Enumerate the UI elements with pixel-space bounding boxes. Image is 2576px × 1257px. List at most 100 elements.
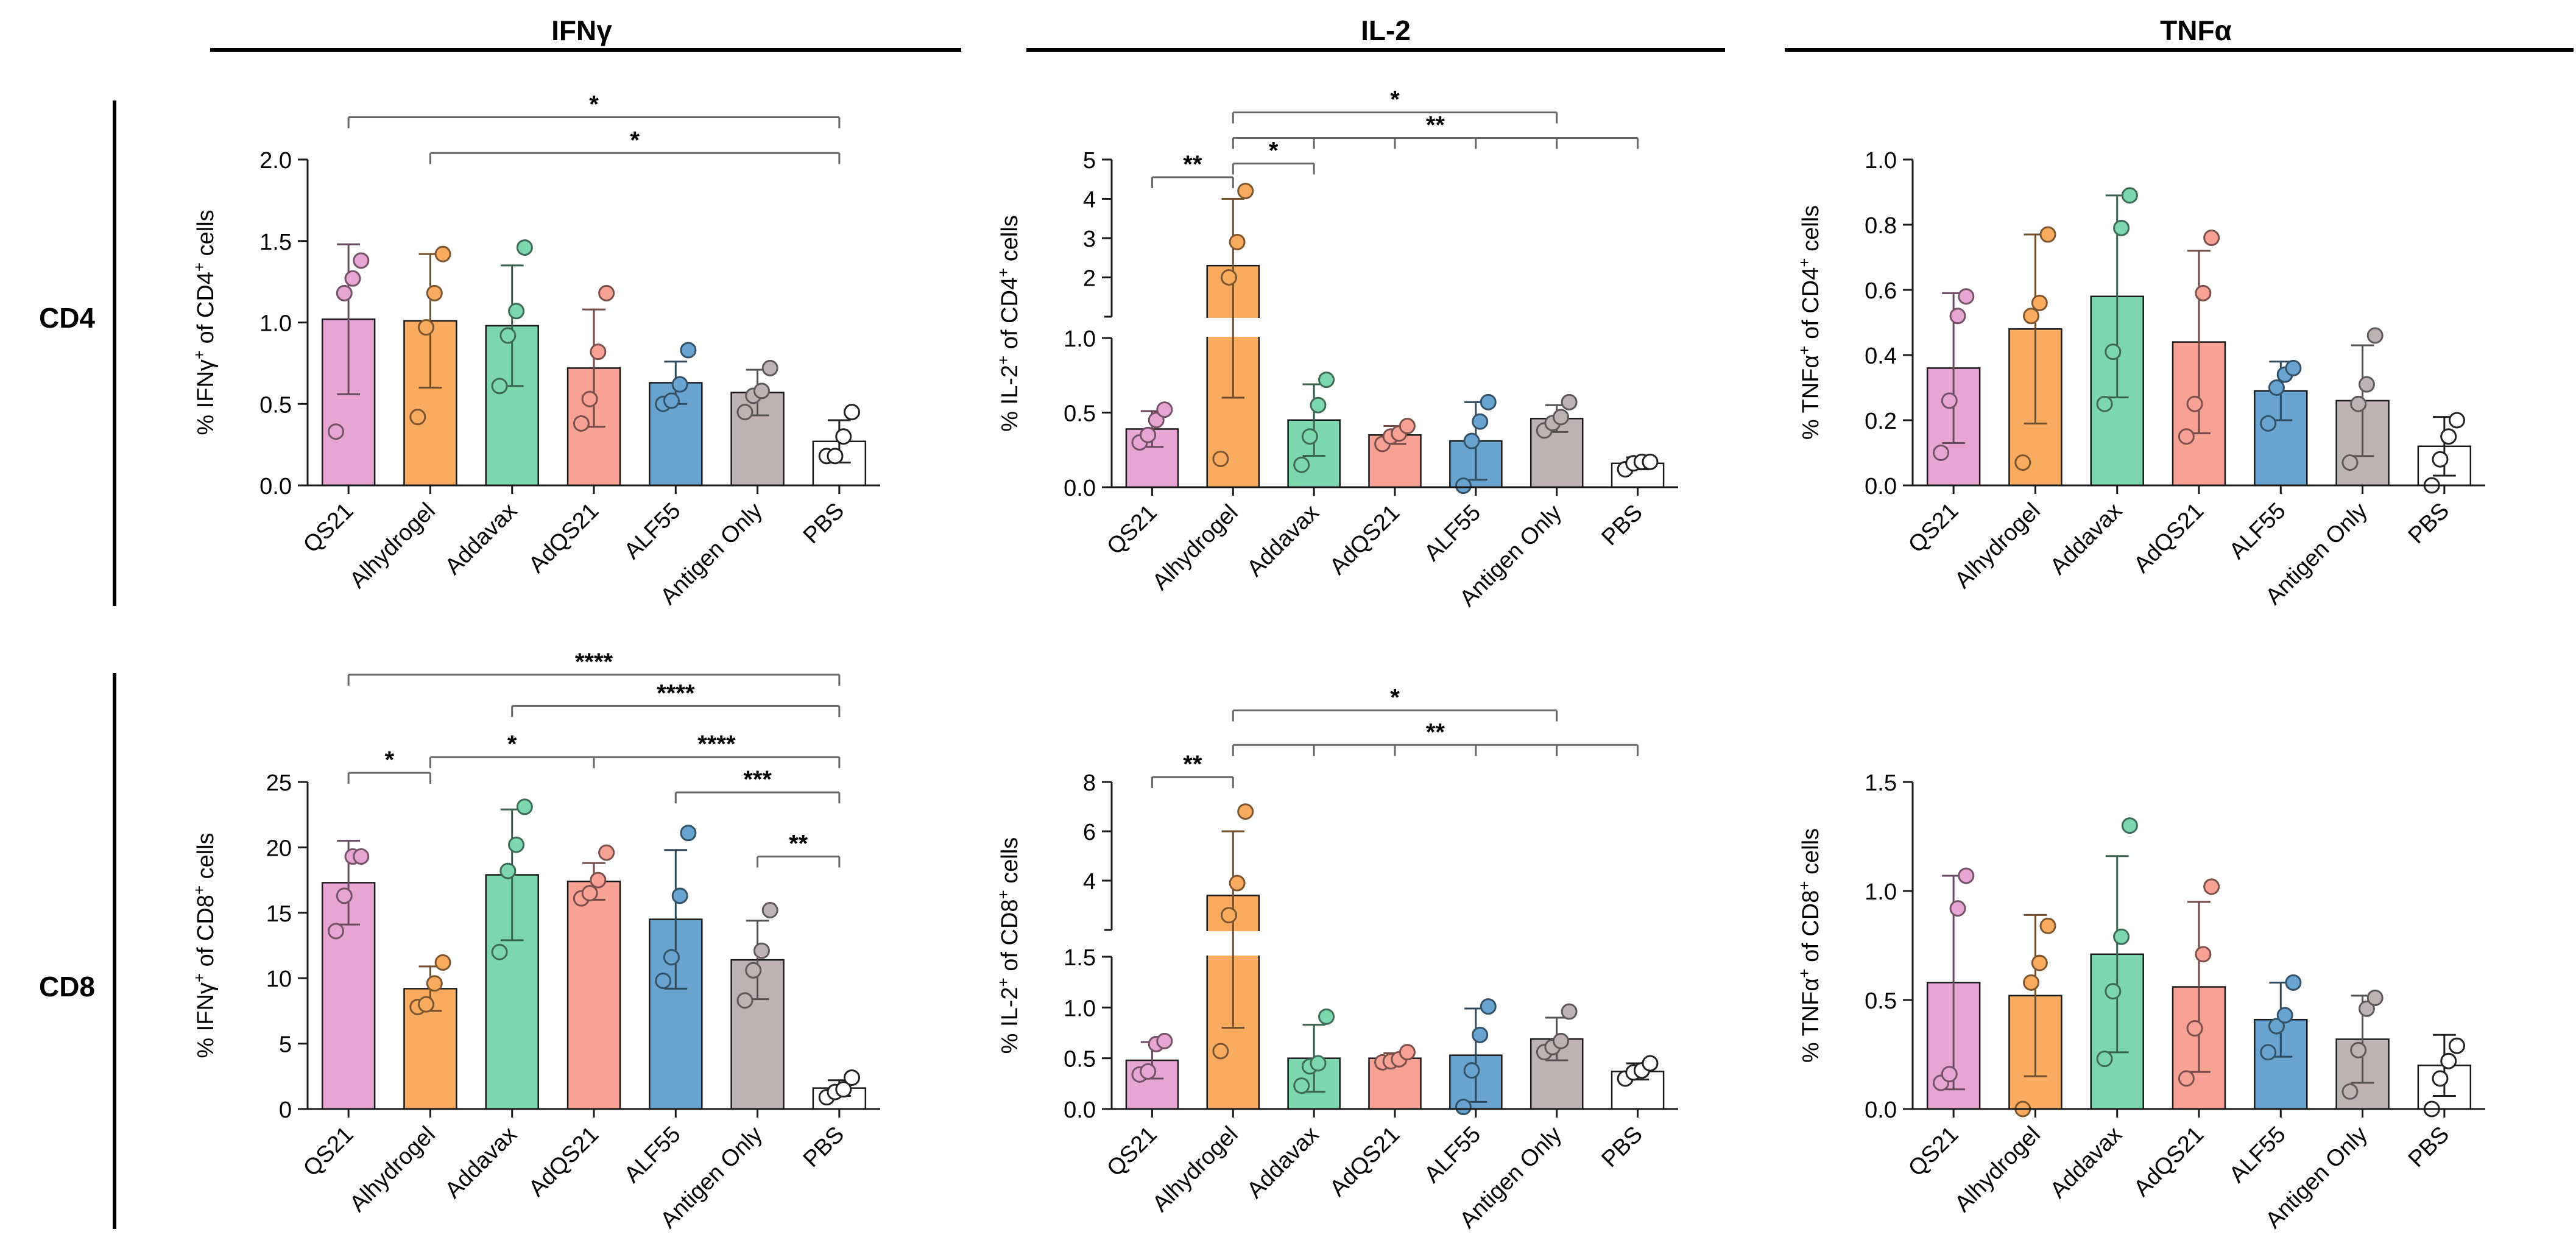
data-point-alf55 [1480, 998, 1497, 1015]
y-axis-label-part: of CD4 [997, 277, 1023, 356]
chart-cd4-ifng: 0.00.51.01.52.0% IFNγ+ of CD4+ cellsQS21… [190, 91, 880, 610]
data-point-addavax [1310, 396, 1327, 414]
x-tick-label-adqs21: AdQS21 [524, 1122, 604, 1202]
significance-label: ** [789, 830, 808, 857]
data-point-alf55 [2260, 1044, 2277, 1061]
column-title-tnfa: TNFα [2160, 15, 2232, 46]
data-point-adqs21 [2195, 946, 2212, 963]
significance-bracket: ** [1151, 151, 1234, 189]
data-point-qs21 [1949, 900, 1966, 917]
data-point-addavax [491, 378, 508, 395]
data-point-alhydrogel [2014, 454, 2031, 471]
y-tick-label: 3 [1083, 227, 1096, 252]
significance-label: * [630, 127, 640, 153]
data-point-alf55 [2285, 974, 2302, 991]
data-point-alf55 [1455, 477, 1472, 495]
y-axis-label-superscript: + [1795, 345, 1813, 354]
data-point-addavax [2096, 395, 2113, 412]
data-point-alf55 [680, 342, 697, 359]
y-axis-label-part: cells [1798, 205, 1824, 258]
significance-bracket: * [347, 747, 431, 784]
data-point-alf55 [2285, 359, 2302, 376]
x-tick-label-alhydrogel: Alhydrogel [345, 498, 440, 594]
data-point-qs21 [336, 887, 353, 904]
y-tick-label: 8 [1083, 770, 1096, 796]
data-point-qs21 [1156, 1032, 1173, 1049]
data-point-pbs [2432, 1070, 2449, 1087]
data-point-alf55 [1463, 432, 1480, 449]
bar-adqs21 [566, 880, 621, 1110]
data-point-adqs21 [2203, 229, 2220, 246]
x-tick-label-alhydrogel: Alhydrogel [1950, 1122, 2045, 1217]
y-tick-label: 0.5 [259, 392, 292, 418]
x-tick-label-pbs: PBS [2404, 1122, 2454, 1172]
x-tick-label-addavax: Addavax [1242, 500, 1324, 582]
data-point-antigen-only [736, 404, 753, 421]
data-point-adqs21 [590, 343, 607, 361]
data-point-alf55 [655, 972, 672, 989]
row-label-cd4: CD4 [39, 302, 95, 334]
data-point-alf55 [1472, 1026, 1489, 1043]
data-point-antigen-only [1553, 1032, 1570, 1049]
data-point-alhydrogel [2031, 294, 2048, 311]
y-axis-label-part: cells [193, 210, 219, 262]
x-tick-label-qs21: QS21 [1904, 498, 1963, 558]
data-point-qs21 [1941, 392, 1958, 409]
y-axis-label: % IFNγ+ of CD4+ cells [190, 210, 219, 435]
data-point-antigen-only [736, 992, 753, 1009]
data-point-alhydrogel [2039, 917, 2056, 934]
row-label-cd8: CD8 [39, 971, 95, 1002]
y-axis-label-superscript: + [1795, 881, 1813, 890]
x-tick-label-addavax: Addavax [2045, 1122, 2127, 1203]
significance-bracket: ** [757, 830, 841, 868]
data-point-addavax [1301, 428, 1318, 445]
y-axis-label-superscript: + [1795, 258, 1813, 267]
data-point-antigen-only [753, 942, 770, 959]
y-tick-label: 0.0 [1064, 1097, 1096, 1123]
significance-bracket: *** [674, 766, 841, 804]
y-axis-label-superscript: + [190, 886, 208, 895]
data-point-alhydrogel [1229, 233, 1246, 250]
data-point-antigen-only [2341, 1083, 2359, 1100]
y-tick-label: 5 [1083, 148, 1096, 174]
x-tick-label-alf55: ALF55 [1419, 500, 1486, 566]
y-axis-label-part: % IL-2 [997, 987, 1023, 1054]
data-point-adqs21 [573, 415, 590, 432]
data-point-pbs [2432, 451, 2449, 468]
x-tick-label-adqs21: AdQS21 [1325, 1122, 1405, 1202]
significance-bracket: **** [511, 680, 841, 717]
y-axis-label-part: % IL-2 [997, 365, 1023, 432]
significance-bracket: **** [347, 649, 841, 686]
y-axis-label-part: of CD8 [1798, 890, 1824, 969]
data-point-alhydrogel [1237, 183, 1254, 200]
x-tick-label-alhydrogel: Alhydrogel [345, 1122, 440, 1217]
x-tick-label-pbs: PBS [799, 498, 849, 549]
y-tick-label: 10 [266, 967, 292, 992]
data-point-antigen-only [753, 382, 770, 400]
y-tick-label: 1.0 [259, 311, 292, 337]
significance-bracket: ** [1151, 751, 1234, 788]
error-bar-alhydrogel [1221, 198, 1244, 399]
data-point-addavax [1318, 1008, 1335, 1025]
x-tick-label-addavax: Addavax [2045, 498, 2127, 580]
data-point-adqs21 [1399, 1044, 1416, 1061]
data-point-alf55 [1480, 393, 1497, 410]
significance-bracket: ** [1232, 112, 1639, 149]
x-tick-label-alf55: ALF55 [2225, 1122, 2291, 1188]
x-tick-label-addavax: Addavax [440, 498, 522, 580]
data-point-qs21 [344, 270, 361, 287]
data-point-alf55 [1455, 1099, 1472, 1116]
x-tick-label-pbs: PBS [799, 1122, 849, 1172]
data-point-antigen-only [1561, 393, 1578, 410]
data-point-qs21 [1941, 1066, 1958, 1083]
y-axis-label-superscript: + [190, 350, 208, 359]
x-tick-label-qs21: QS21 [1102, 500, 1162, 560]
data-point-addavax [2096, 1051, 2113, 1068]
y-tick-label: 1.0 [1064, 996, 1096, 1021]
y-tick-label: 0.0 [259, 474, 292, 499]
data-point-pbs [2440, 428, 2457, 445]
y-tick-label: 4 [1083, 188, 1096, 213]
y-tick-label: 0.6 [1865, 278, 1897, 304]
data-point-pbs [2448, 412, 2465, 429]
